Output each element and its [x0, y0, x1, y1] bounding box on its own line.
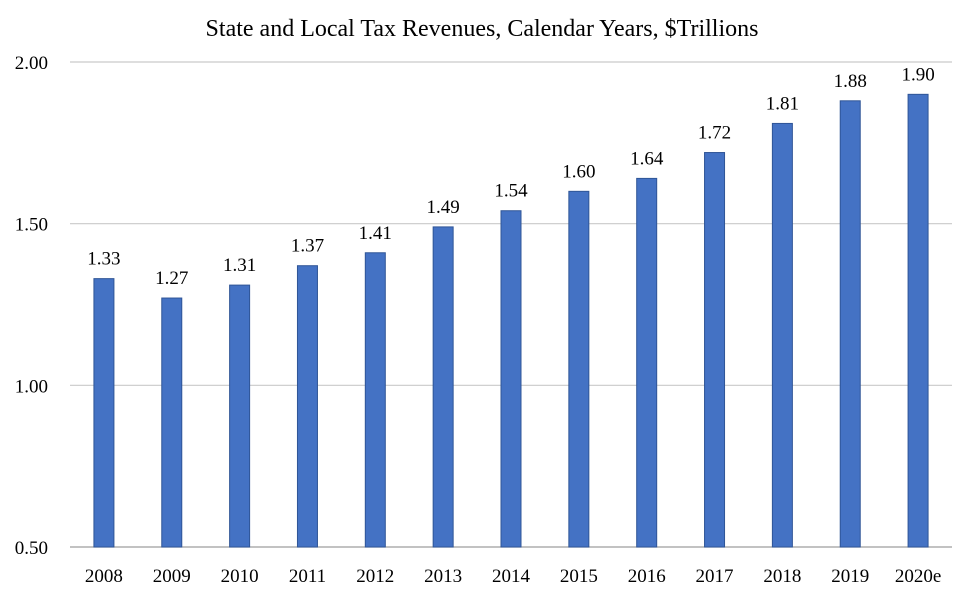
data-label: 1.90	[901, 64, 934, 85]
data-label: 1.60	[562, 161, 595, 182]
bar-2019	[839, 100, 861, 548]
x-tick-label: 2015	[560, 566, 598, 587]
bars	[93, 93, 929, 548]
data-label: 1.31	[223, 255, 256, 276]
bar-2020e	[907, 93, 929, 548]
x-tick-label: 2019	[831, 566, 869, 587]
x-tick-label: 2011	[289, 566, 326, 587]
x-tick-label: 2018	[763, 566, 801, 587]
x-tick-label: 2009	[153, 566, 191, 587]
y-axis-ticks: 0.50 1.00 1.50 2.00	[15, 53, 48, 559]
data-label: 1.49	[427, 197, 460, 218]
bar-2012	[364, 252, 386, 548]
bar-2016	[636, 177, 658, 548]
y-tick-label: 1.50	[15, 215, 48, 236]
data-label: 1.37	[291, 236, 324, 257]
x-tick-label: 2013	[424, 566, 462, 587]
data-label: 1.72	[698, 123, 731, 144]
x-tick-label: 2010	[221, 566, 259, 587]
x-tick-label: 2017	[696, 566, 734, 587]
bar-2010	[229, 284, 251, 548]
x-tick-label: 2012	[356, 566, 394, 587]
y-tick-label: 1.00	[15, 376, 48, 397]
data-labels: 1.33 1.27 1.31 1.37 1.41 1.49 1.54 1.60 1.64 1.72…	[87, 64, 934, 289]
bar-2008	[93, 278, 115, 548]
y-tick-label: 2.00	[15, 53, 48, 74]
chart-title: State and Local Tax Revenues, Calendar Y…	[206, 16, 759, 42]
bar-2018	[771, 122, 793, 548]
x-axis-ticks: 2008 2009 2010 2011 2012 2013 2014 2015 2016 2017…	[85, 566, 941, 587]
bar-2011	[296, 265, 318, 548]
bar-2009	[161, 297, 183, 548]
bar-2015	[568, 190, 590, 548]
data-label: 1.64	[630, 148, 664, 169]
bar-2017	[704, 152, 726, 548]
data-label: 1.33	[87, 249, 120, 270]
x-tick-label: 2016	[628, 566, 666, 587]
x-tick-label: 2020e	[895, 566, 941, 587]
bar-2013	[432, 226, 454, 548]
x-tick-label: 2014	[492, 566, 531, 587]
data-label: 1.88	[834, 71, 867, 92]
x-tick-label: 2008	[85, 566, 123, 587]
bar-2014	[500, 210, 522, 548]
data-label: 1.81	[766, 93, 799, 114]
y-tick-label: 0.50	[15, 538, 48, 559]
data-label: 1.41	[359, 223, 392, 244]
data-label: 1.27	[155, 268, 188, 289]
data-label: 1.54	[494, 181, 528, 202]
